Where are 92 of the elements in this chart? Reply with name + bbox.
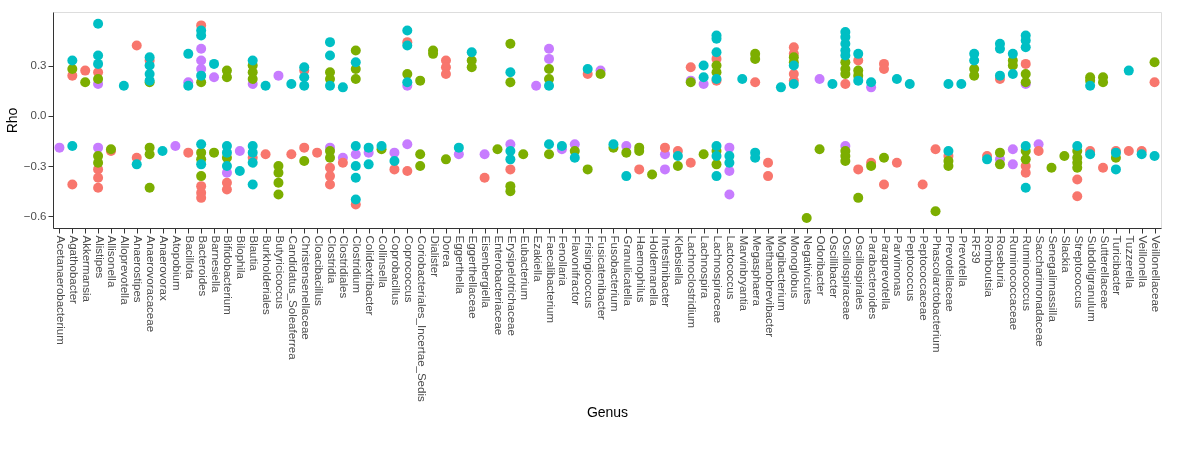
x-tick-label: Streptococcus [1072, 235, 1085, 309]
x-tick-label: Marvinbryantia [737, 235, 750, 312]
y-tick-label: 0.3 [30, 59, 47, 72]
x-tick-label: Parvimonas [892, 235, 905, 297]
x-tick-label: Enterobacteriaceae [492, 235, 505, 336]
x-tick-label: Klebsiella [673, 235, 686, 286]
x-tick-label: Fenollaria [557, 235, 570, 287]
x-tick-label: Methanobrevibacter [763, 235, 776, 338]
x-tick-label: Clostridium [351, 235, 364, 294]
x-tick-label: Sutterellaceae [1098, 235, 1111, 310]
x-tick-label: Collinsella [377, 235, 390, 289]
x-tick-label: Acetanaerobacterium [54, 235, 67, 345]
x-tick-label: Coriobacteriales_Incertae_Sedis [415, 235, 428, 402]
x-tick-label: Monoglobus [789, 235, 802, 299]
x-tick-label: Peptococcaceae [918, 235, 931, 321]
x-tick-label: Eggerthellaceae [467, 235, 480, 319]
x-tick-label: Senegalimassilla [1046, 235, 1059, 323]
x-tick-label: Odoribacter [815, 235, 828, 296]
x-tick-label: Alloprevotella [119, 235, 132, 306]
x-tick-label: Burkholderiales [261, 235, 274, 316]
x-tick-label: Holdemanella [647, 235, 660, 307]
x-tick-label: Tuzzerella [1124, 235, 1137, 289]
x-tick-label: Agathobacter [67, 235, 80, 305]
x-tick-label: Clostridia [325, 235, 338, 285]
x-tick-label: Lactococcus [724, 235, 737, 300]
x-tick-label: Veillonellaceae [1150, 235, 1163, 313]
y-axis-title: Rho [3, 107, 20, 134]
x-tick-label: Oscillibacter [827, 235, 840, 299]
x-tick-label: Christensenellaceae [299, 235, 312, 340]
x-tick-label: Colidextribacter [364, 235, 377, 316]
x-tick-label: Candidatus_Soleaferrea [286, 235, 299, 361]
x-tick-label: Paraprevotella [879, 235, 892, 311]
x-tick-label: Eubacterium [518, 235, 531, 301]
x-tick-label: Subdoligranulum [1085, 235, 1098, 322]
x-tick-label: Bifidobacterium [222, 235, 235, 315]
x-tick-label: Faecalibacterium [544, 235, 557, 324]
x-tick-label: Slackia [1059, 235, 1072, 274]
x-tick-label: Oscillospiraceae [840, 235, 853, 320]
x-tick-label: Fusobacterium [608, 235, 621, 312]
x-tick-label: Ezakiella [531, 235, 544, 283]
x-tick-label: Prevotellaceae [943, 235, 956, 312]
x-tick-label: Anaerostipes [132, 235, 145, 303]
x-tick-label: Blautia [248, 235, 261, 272]
x-axis-title: Genus [586, 403, 629, 420]
x-tick-label: Lachnospiraceae [712, 235, 725, 324]
x-tick-label: Veillonella [1137, 235, 1150, 288]
x-tick-label: Bacteroides [196, 235, 209, 297]
x-tick-label: Mogibacterium [776, 235, 789, 311]
x-tick-label: Turicibacter [1111, 235, 1124, 296]
x-tick-label: Coprococcus [402, 235, 415, 303]
x-tick-label: Anaerovorax [158, 235, 171, 301]
x-tick-label: Roseburia [995, 235, 1008, 289]
x-tick-label: Coprobacillus [389, 235, 402, 306]
x-tick-label: Peptococcus [905, 235, 918, 302]
x-tick-label: Prevotella [956, 235, 969, 288]
x-tick-label: Phascolarctobacterium [931, 235, 944, 353]
x-tick-label: Dialister [428, 235, 441, 278]
x-tick-label: Parabacteroides [866, 235, 879, 320]
x-tick-label: Eisenbergiella [480, 235, 493, 309]
x-tick-label: Eggerthella [454, 235, 467, 295]
x-tick-label: Dorea [441, 235, 454, 268]
x-tick-label: Ruminococcaceae [1008, 235, 1021, 331]
x-tick-label: Clostridiales [338, 235, 351, 299]
y-tick-label: −0.3 [23, 159, 47, 172]
x-tick-label: Megasphaera [750, 235, 763, 307]
x-tick-label: Lachnospira [699, 235, 712, 299]
x-tick-label: Bilophila [235, 235, 248, 280]
x-tick-label: Anaerovoracaceae [145, 235, 158, 333]
x-tick-label: Frisingicoccus [583, 235, 596, 309]
x-tick-label: Erysipelotrichaceae [505, 235, 518, 336]
x-tick-label: Romboutsia [982, 235, 995, 298]
x-tick-label: Fusicatenibacter [596, 235, 609, 321]
x-tick-label: Barnesiella [209, 235, 222, 293]
x-tick-label: Ruminococcus [1021, 235, 1034, 312]
x-tick-label: RF39 [969, 235, 982, 264]
x-tick-label: Haemophilus [634, 235, 647, 303]
x-tick-label: Bacillota [183, 235, 196, 280]
x-tick-label: Butyricicoccus [273, 235, 286, 310]
x-tick-label: Akkermansia [80, 235, 93, 303]
x-tick-label: Intestinibacter [660, 235, 673, 308]
x-tick-label: Negativicutes [802, 235, 815, 305]
x-tick-label: Flavonifractor [570, 235, 583, 306]
y-tick-label: −0.6 [23, 209, 47, 222]
x-tick-label: Lachnoclostridium [686, 235, 699, 329]
x-tick-label: Allisonella [106, 235, 119, 288]
x-tick-label: Cloacibacillus [312, 235, 325, 307]
x-tick-label: Saccharimonadaceae [1034, 235, 1047, 347]
y-tick-label: 0.0 [30, 109, 47, 122]
x-tick-label: Alistipes [93, 235, 106, 279]
x-tick-label: Granulicatella [621, 235, 634, 307]
x-tick-label: Oscillospirales [853, 235, 866, 310]
x-tick-label: Atopobium [170, 235, 183, 291]
